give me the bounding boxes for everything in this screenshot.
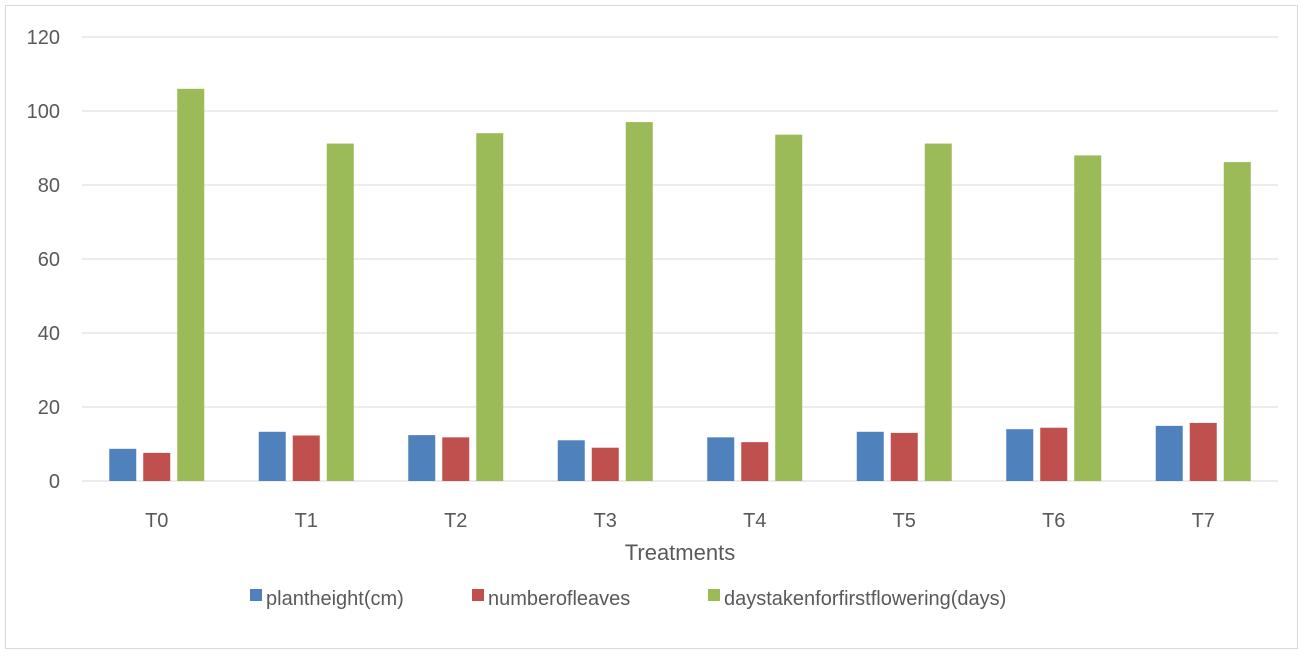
bar-T5-series-3 [924,143,952,481]
y-tick-label: 120 [27,27,60,49]
legend-swatch [250,589,262,601]
x-tick-label: T2 [444,510,467,532]
bar-T3-series-1 [557,440,585,481]
x-tick-label: T3 [594,510,617,532]
y-tick-label: 60 [38,249,60,271]
bar-T5-series-2 [890,432,918,481]
bar-T7-series-3 [1223,162,1251,481]
bar-T2-series-3 [476,133,504,481]
bar-T2-series-2 [442,437,470,481]
y-tick-label: 40 [38,323,60,345]
bar-T3-series-3 [625,122,653,481]
bar-T3-series-2 [591,447,619,481]
legend-label: plantheight(cm) [266,588,404,610]
x-tick-label: T5 [893,510,916,532]
bar-T6-series-3 [1074,155,1102,481]
bar-T0-series-1 [109,448,137,481]
x-tick-label: T0 [145,510,168,532]
bar-T1-series-1 [258,431,286,481]
bar-T0-series-3 [177,88,205,482]
bar-T1-series-2 [292,435,320,481]
y-tick-label: 0 [49,471,60,493]
legend-swatch [472,589,484,601]
bar-T5-series-1 [856,431,884,481]
y-axis-ticks: 0 20 40 60 80 100 120 [27,27,60,493]
bar-T4-series-2 [741,442,769,481]
bar-T7-series-2 [1189,422,1217,481]
y-tick-label: 100 [27,101,60,123]
bar-T0-series-2 [143,452,171,481]
x-tick-label: T7 [1192,510,1215,532]
x-tick-label: T6 [1042,510,1065,532]
x-tick-label: T1 [295,510,318,532]
bar-T4-series-3 [775,134,803,481]
legend-label: daystakenforfirstflowering(days) [724,588,1006,610]
bar-T7-series-1 [1155,425,1183,481]
legend-label: numberofleaves [488,588,630,610]
bars [109,88,1251,482]
bar-T4-series-1 [707,437,735,481]
x-axis-ticks: T0 T1 T2 T3 T4 T5 T6 T7 [145,510,1215,532]
bar-T1-series-3 [326,143,354,481]
x-axis-title: Treatments [625,540,735,565]
y-tick-label: 20 [38,397,60,419]
legend: plantheight(cm) numberofleaves daystakenfo… [250,588,1006,610]
bar-T6-series-1 [1006,429,1034,481]
legend-swatch [708,589,720,601]
y-tick-label: 80 [38,175,60,197]
bar-T6-series-2 [1040,427,1068,481]
bar-T2-series-1 [408,435,436,481]
x-tick-label: T4 [743,510,766,532]
